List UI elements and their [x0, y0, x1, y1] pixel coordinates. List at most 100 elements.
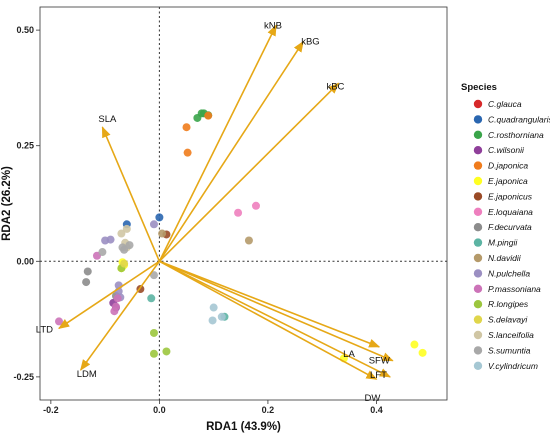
data-point	[209, 303, 218, 312]
legend-label: C.quadrangularis	[488, 114, 550, 124]
data-point	[204, 111, 213, 120]
legend-swatch	[473, 192, 483, 201]
data-point	[54, 317, 63, 326]
data-point	[122, 224, 131, 233]
vector-arrow	[159, 260, 394, 362]
legend-swatch	[473, 330, 483, 340]
legend-title: Species	[461, 82, 497, 93]
data-point	[162, 347, 171, 356]
legend-swatch	[473, 176, 483, 186]
data-point	[120, 259, 129, 268]
legend-label: S.lanceifolia	[488, 330, 534, 340]
data-point	[182, 123, 191, 132]
legend-swatch	[473, 115, 483, 124]
data-point	[83, 267, 92, 276]
legend-label: E.loquaiana	[488, 207, 533, 217]
legend-swatch	[473, 346, 483, 355]
data-point	[149, 328, 158, 337]
legend-label: C.glauca	[488, 99, 522, 109]
data-point	[118, 243, 127, 252]
vector-arrow	[158, 24, 277, 262]
legend-swatch	[473, 130, 483, 139]
data-point	[410, 340, 419, 349]
vector-label: LTD	[36, 324, 53, 335]
legend-swatch	[473, 253, 483, 263]
legend-swatch	[473, 361, 483, 370]
y-tick-label: 0.50	[16, 25, 34, 35]
vector-label: SLA	[98, 114, 117, 125]
legend-swatch	[473, 284, 483, 293]
data-point	[183, 148, 192, 157]
data-point	[113, 294, 122, 303]
legend-label: N.pulchella	[488, 268, 530, 278]
axis-layer: -0.2 0.0 0.2 0.4 -0.25 0.00 0.25 0.50 RDA1 (43.9…	[1, 6, 448, 433]
legend-swatch	[473, 146, 483, 155]
data-point	[158, 229, 167, 238]
y-tick-label: 0.25	[16, 141, 34, 151]
x-tick-label: -0.2	[43, 405, 59, 415]
data-point	[208, 316, 217, 325]
legend-swatch	[473, 207, 483, 216]
vector-label: LA	[343, 349, 355, 360]
vector-label: kBC	[326, 81, 344, 92]
legend-swatch	[473, 99, 483, 109]
vector-label: kNB	[264, 20, 282, 31]
vector-arrow	[159, 260, 392, 378]
data-point	[82, 278, 91, 287]
legend-label: P.massoniana	[488, 284, 541, 294]
data-point	[125, 241, 134, 250]
legend-label: C.rosthorniana	[488, 130, 544, 140]
legend-label: S.delavayi	[488, 315, 528, 325]
vectors-group	[58, 24, 394, 380]
data-point	[197, 109, 206, 118]
y-tick-label: 0.00	[16, 256, 34, 266]
data-point	[106, 235, 115, 244]
vector-labels-group: kNB kBG kBC SLA LA SFW LFT DW LTD LDM	[36, 20, 390, 404]
vector-arrow	[158, 40, 304, 262]
vector-arrow	[58, 260, 160, 330]
vector-arrow	[159, 260, 381, 348]
plot-layer: kNB kBG kBC SLA LA SFW LFT DW LTD LDM	[36, 7, 447, 404]
data-point	[217, 312, 226, 321]
legend-label: R.longipes	[488, 299, 529, 309]
legend-label: E.japonica	[488, 176, 528, 186]
data-point	[117, 229, 126, 238]
y-axis-title: RDA2 (26.2%)	[1, 166, 13, 241]
x-tick-label: 0.0	[153, 405, 166, 415]
plot-border	[39, 6, 448, 401]
x-axis-title: RDA1 (43.9%)	[206, 421, 281, 433]
vector-label: SFW	[369, 356, 390, 367]
legend-swatch	[473, 223, 483, 232]
data-point	[110, 307, 119, 316]
legend-label: E.japonicus	[488, 191, 533, 201]
legend-swatch	[473, 269, 483, 278]
data-point	[251, 201, 260, 210]
vector-label: LFT	[370, 370, 387, 381]
legend-label: N.davidii	[488, 253, 522, 263]
vector-label: DW	[364, 393, 380, 404]
vector-arrow	[158, 82, 340, 262]
data-point	[155, 213, 164, 222]
legend-label: D.japonica	[488, 161, 528, 171]
y-tick-label: -0.25	[13, 372, 34, 382]
data-point	[418, 348, 427, 357]
data-point	[147, 294, 156, 303]
data-point	[149, 220, 158, 229]
vector-arrow	[80, 260, 161, 371]
legend-swatch	[473, 300, 483, 309]
vector-arrow	[101, 126, 161, 262]
legend-label: S.sumuntia	[488, 345, 531, 355]
data-point	[244, 236, 253, 245]
data-point	[98, 248, 107, 257]
x-tick-label: 0.2	[262, 405, 275, 415]
legend-label: C.wilsonii	[488, 145, 525, 155]
data-point	[149, 349, 158, 358]
vector-arrow	[159, 260, 378, 380]
x-tick-label: 0.4	[370, 405, 383, 415]
legend-swatch	[473, 161, 483, 170]
legend-label: F.decurvata	[488, 222, 532, 232]
legend-swatch	[473, 315, 483, 324]
legend: Species C.glauca C.quadrangularis C.rosthor…	[461, 82, 550, 371]
